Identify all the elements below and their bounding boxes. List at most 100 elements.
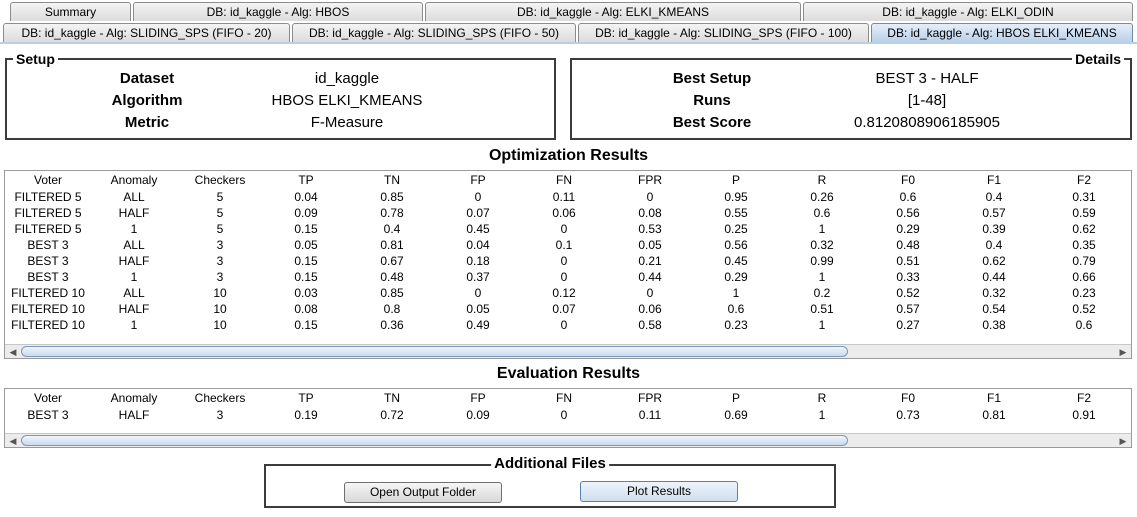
column-header[interactable]: TN: [384, 173, 400, 187]
table-cell: 0: [560, 254, 568, 268]
table-cell: 0.95: [724, 190, 748, 204]
table-cell: 0.26: [810, 190, 834, 204]
arrow-right-icon[interactable]: ▶: [1119, 436, 1127, 446]
tab-elki-kmeans[interactable]: DB: id_kaggle - Alg: ELKI_KMEANS: [425, 2, 801, 21]
table-cell: 0.67: [380, 254, 404, 268]
column-header[interactable]: R: [817, 173, 827, 187]
table-cell: 0.27: [896, 318, 920, 332]
optimization-hscrollbar[interactable]: ◀ ▶: [5, 344, 1131, 358]
column-header[interactable]: TP: [298, 391, 314, 405]
arrow-left-icon[interactable]: ◀: [9, 347, 17, 357]
table-cell: 0.81: [380, 238, 404, 252]
table-cell: 0: [474, 286, 482, 300]
table-cell: 0.04: [466, 238, 490, 252]
column-header[interactable]: TN: [384, 391, 400, 405]
open-output-folder-button[interactable]: Open Output Folder: [344, 482, 502, 503]
column-header[interactable]: FN: [556, 391, 572, 405]
table-cell: 0.31: [1072, 190, 1096, 204]
tab-summary[interactable]: Summary: [10, 2, 131, 21]
table-cell: 0.72: [380, 408, 404, 422]
table-row[interactable]: BEST 3 1 3 0.15 0.48 0.37 0 0.44 0.29 1 0.33 0.44 0.…: [5, 269, 1131, 285]
table-cell: 0.32: [982, 286, 1006, 300]
table-cell: 0.91: [1072, 408, 1096, 422]
column-header[interactable]: Checkers: [194, 173, 246, 187]
table-cell: 0.78: [380, 206, 404, 220]
optimization-title: Optimization Results: [488, 147, 649, 164]
table-cell: 0.4: [985, 238, 1003, 252]
table-cell: BEST 3: [27, 238, 69, 252]
table-cell: 0.32: [810, 238, 834, 252]
column-header[interactable]: Anomaly: [110, 173, 158, 187]
tab-hbos[interactable]: DB: id_kaggle - Alg: HBOS: [133, 2, 423, 21]
table-cell: 0.62: [1072, 222, 1096, 236]
column-header[interactable]: Checkers: [194, 391, 246, 405]
column-header[interactable]: R: [817, 391, 827, 405]
table-cell: 0.05: [638, 238, 662, 252]
table-row[interactable]: BEST 3 HALF 3 0.15 0.67 0.18 0 0.21 0.45 0.99 0.51…: [5, 253, 1131, 269]
evaluation-scroll-thumb[interactable]: [21, 435, 848, 446]
column-header[interactable]: F2: [1076, 173, 1091, 187]
table-row[interactable]: BEST 3 ALL 3 0.05 0.81 0.04 0.1 0.05 0.56 0.32 0.4…: [5, 237, 1131, 253]
table-cell: 0.44: [982, 270, 1006, 284]
column-header[interactable]: F1: [986, 173, 1001, 187]
table-row[interactable]: FILTERED 5 1 5 0.15 0.4 0.45 0 0.53 0.25 1 0.29 0.3…: [5, 221, 1131, 237]
table-cell: 3: [216, 238, 224, 252]
tab-sliding-fifo-50[interactable]: DB: id_kaggle - Alg: SLIDING_SPS (FIFO -…: [292, 23, 576, 42]
setup-algorithm-value: HBOS ELKI_KMEANS: [271, 92, 423, 109]
tab-hbos-elki-kmeans[interactable]: DB: id_kaggle - Alg: HBOS ELKI_KMEANS: [871, 23, 1133, 42]
optimization-scroll-thumb[interactable]: [21, 346, 848, 357]
table-cell: 0.81: [982, 408, 1006, 422]
table-cell: 0.51: [896, 254, 920, 268]
table-cell: 0.03: [294, 286, 318, 300]
tab-elki-odin[interactable]: DB: id_kaggle - Alg: ELKI_ODIN: [803, 2, 1133, 21]
table-cell: 10: [213, 286, 227, 300]
column-header[interactable]: FP: [470, 391, 486, 405]
table-row[interactable]: FILTERED 10 1 10 0.15 0.36 0.49 0 0.58 0.23 1 0.27…: [5, 317, 1131, 333]
table-row[interactable]: FILTERED 10 HALF 10 0.08 0.8 0.05 0.07 0.06 0.6 0…: [5, 301, 1131, 317]
column-header[interactable]: Voter: [33, 391, 63, 405]
column-header[interactable]: TP: [298, 173, 314, 187]
table-row[interactable]: FILTERED 10 ALL 10 0.03 0.85 0 0.12 0 1 0.2 0.52 0.…: [5, 285, 1131, 301]
column-header[interactable]: F1: [986, 391, 1001, 405]
plot-results-button[interactable]: Plot Results: [580, 481, 738, 502]
arrow-right-icon[interactable]: ▶: [1119, 347, 1127, 357]
details-best-score-value: 0.8120808906185905: [854, 114, 1000, 131]
table-cell: 0.05: [294, 238, 318, 252]
column-header[interactable]: P: [731, 173, 740, 187]
details-rows: Best Setup BEST 3 - HALF Runs [1-48] Bes…: [572, 68, 1130, 134]
table-cell: ALL: [123, 286, 145, 300]
column-header[interactable]: Anomaly: [110, 391, 158, 405]
details-best-score-key: Best Score: [672, 114, 752, 131]
table-cell: BEST 3: [27, 408, 69, 422]
table-row[interactable]: BEST 3 HALF 3 0.19 0.72 0.09 0 0.11 0.69 1 0.73 0.8…: [5, 407, 1131, 423]
table-cell: 0.37: [466, 270, 490, 284]
details-title: Details: [1072, 51, 1124, 67]
column-header[interactable]: F2: [1076, 391, 1091, 405]
arrow-left-icon[interactable]: ◀: [9, 436, 17, 446]
table-row[interactable]: FILTERED 5 HALF 5 0.09 0.78 0.07 0.06 0.08 0.55 0…: [5, 205, 1131, 221]
table-cell: 0.45: [466, 222, 490, 236]
table-cell: 5: [216, 206, 224, 220]
table-cell: 0.21: [638, 254, 662, 268]
column-header[interactable]: FPR: [638, 391, 662, 405]
table-cell: 0.6: [727, 302, 745, 316]
evaluation-hscrollbar[interactable]: ◀ ▶: [5, 433, 1131, 447]
table-cell: 0.44: [638, 270, 662, 284]
column-header[interactable]: F0: [900, 173, 915, 187]
table-cell: 0.58: [638, 318, 662, 332]
table-cell: 0: [646, 286, 654, 300]
table-cell: 0.12: [552, 286, 576, 300]
table-cell: 1: [818, 222, 826, 236]
optimization-table: Voter Anomaly Checkers TP TN FP FN FPR P R F0 F1 F2 …: [5, 171, 1131, 333]
tab-sliding-fifo-20[interactable]: DB: id_kaggle - Alg: SLIDING_SPS (FIFO -…: [3, 23, 290, 42]
table-cell: FILTERED 5: [14, 206, 82, 220]
column-header[interactable]: FPR: [638, 173, 662, 187]
column-header[interactable]: Voter: [33, 173, 63, 187]
tab-sliding-fifo-100[interactable]: DB: id_kaggle - Alg: SLIDING_SPS (FIFO -…: [578, 23, 869, 42]
column-header[interactable]: FP: [470, 173, 486, 187]
table-cell: 0.36: [380, 318, 404, 332]
column-header[interactable]: FN: [556, 173, 572, 187]
column-header[interactable]: P: [731, 391, 740, 405]
column-header[interactable]: F0: [900, 391, 915, 405]
table-row[interactable]: FILTERED 5 ALL 5 0.04 0.85 0 0.11 0 0.95 0.26 0.6 0…: [5, 189, 1131, 205]
